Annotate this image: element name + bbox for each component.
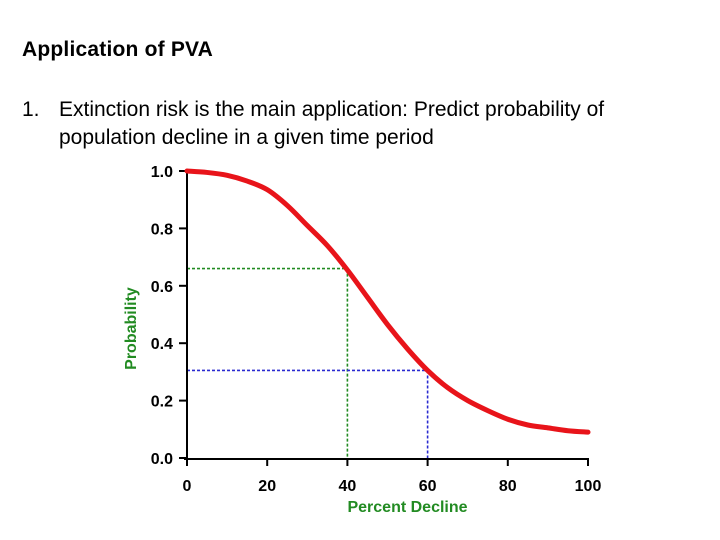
bullet-item: 1. Extinction risk is the main applicati… <box>22 96 702 152</box>
series <box>184 168 591 435</box>
x-tick-label: 0 <box>183 478 192 495</box>
slide-title: Application of PVA <box>22 38 214 61</box>
tick-labels: 0.0 0.2 0.4 0.6 0.8 1.0 0 20 40 60 80 100 <box>151 164 602 495</box>
y-tick-label: 0.6 <box>151 279 173 296</box>
x-tick-label: 20 <box>258 478 276 495</box>
x-tick-label: 80 <box>499 478 517 495</box>
bullet-number: 1. <box>22 98 40 121</box>
y-tick-label: 0.2 <box>151 394 173 411</box>
y-tick-label: 0.4 <box>151 336 173 353</box>
axes <box>179 169 589 466</box>
x-axis-title: Percent Decline <box>347 499 467 516</box>
y-tick-label: 1.0 <box>151 164 173 181</box>
x-tick-label: 60 <box>419 478 437 495</box>
y-axis-title: Probability <box>123 287 140 370</box>
bullet-text: Extinction risk is the main application:… <box>59 98 605 149</box>
x-tick-label: 100 <box>575 478 602 495</box>
reference-lines <box>187 267 429 458</box>
y-tick-label: 0.0 <box>151 451 173 468</box>
x-tick-label: 40 <box>339 478 357 495</box>
y-tick-label: 0.8 <box>151 221 173 238</box>
series-line <box>184 168 591 435</box>
